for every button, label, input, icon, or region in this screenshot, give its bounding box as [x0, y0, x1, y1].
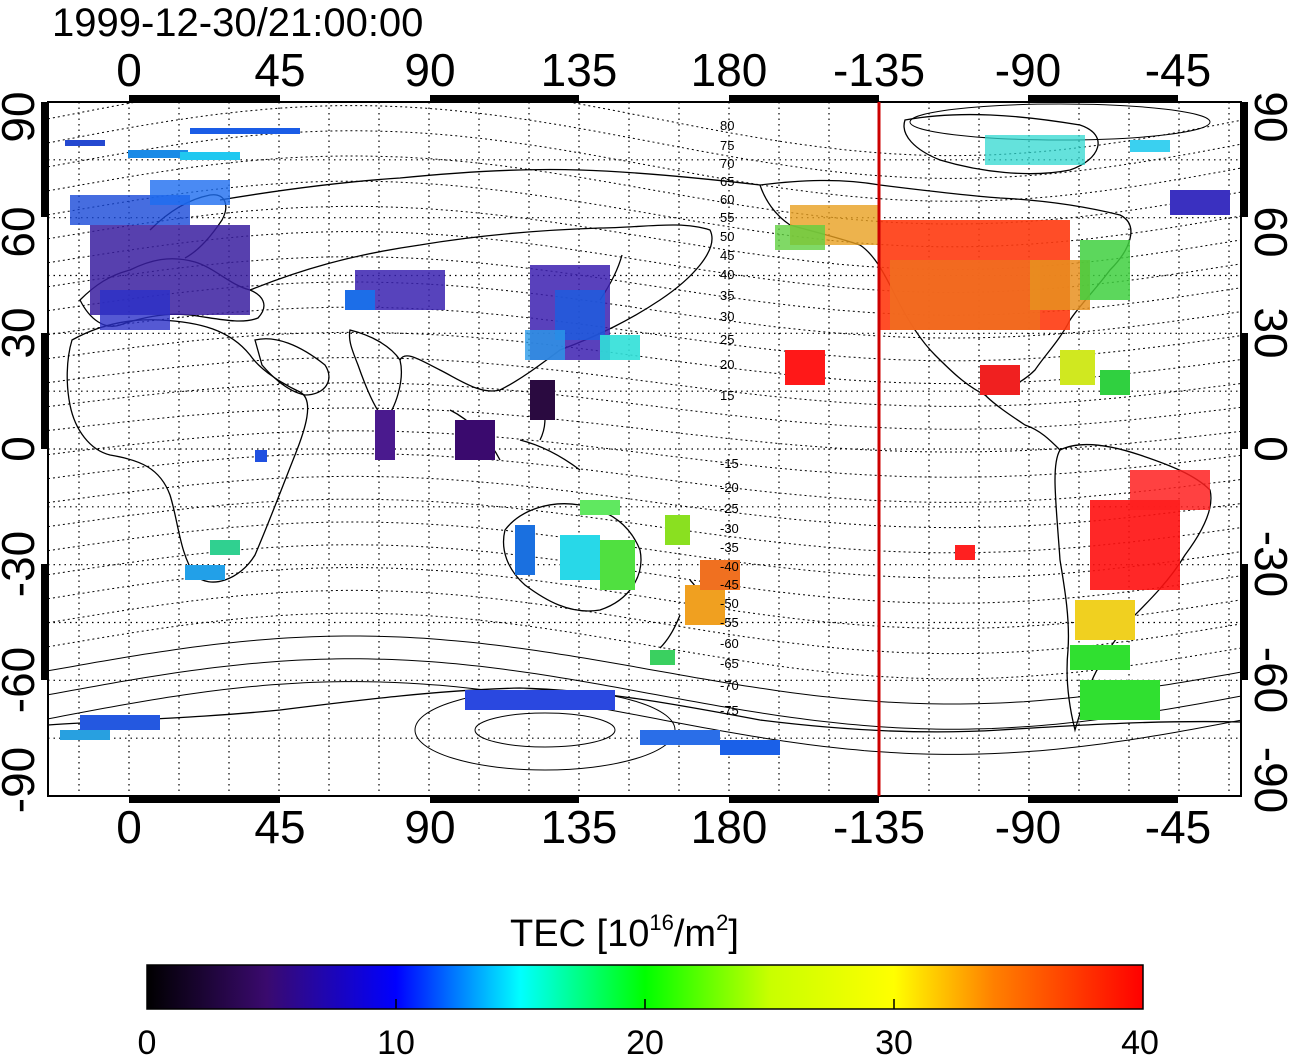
magnetic-contour: [48, 658, 1241, 730]
magnetic-contour: [48, 681, 1241, 755]
mlat-label: -65: [720, 656, 739, 671]
magnetic-contour: [48, 102, 1241, 157]
bottom-lon-tick: 90: [404, 801, 455, 853]
mlat-label: 80: [720, 118, 734, 133]
bottom-lon-tick: -90: [995, 801, 1061, 853]
bottom-lon-tick: 135: [541, 801, 618, 853]
magnetic-contour: [48, 498, 1241, 554]
magnetic-contour: [48, 382, 1241, 430]
colorbar-tick: 10: [377, 1024, 415, 1057]
mlat-label: 50: [720, 229, 734, 244]
magnetic-contour: [48, 430, 1241, 478]
bottom-lon-tick: 0: [116, 801, 142, 853]
mlat-label: -70: [720, 678, 739, 693]
mlat-label: 30: [720, 309, 734, 324]
mlat-label: -60: [720, 636, 739, 651]
right-lat-tick: 60: [1245, 206, 1292, 257]
right-latitude-axis: 90 60 30 0 -30 -60 -90: [1245, 91, 1292, 813]
bottom-longitude-axis: 0 45 90 135 180 -135 -90 -45: [116, 801, 1211, 853]
colorbar: TEC [1016/m2] 0 10 20 30 40: [138, 910, 1159, 1057]
left-latitude-axis: 90 60 30 0 -30 -60 -90: [0, 91, 44, 813]
right-lat-tick: 90: [1245, 91, 1292, 142]
mlat-label: 45: [720, 248, 734, 263]
magnetic-contour: [48, 130, 1241, 202]
magnetic-contour: [48, 589, 1241, 655]
mlat-label: -55: [720, 615, 739, 630]
magnetic-contour: [48, 567, 1241, 629]
mlat-label: 35: [720, 288, 734, 303]
top-lon-tick: 45: [254, 44, 305, 96]
magnetic-contour: [48, 635, 1241, 705]
magnetic-contour: [48, 205, 1241, 271]
left-lat-tick: -60: [0, 647, 44, 713]
polar-contour: [474, 712, 616, 748]
right-lat-tick: -60: [1245, 647, 1292, 713]
right-lat-tick: -90: [1245, 747, 1292, 813]
mlat-label: -30: [720, 521, 739, 536]
left-lat-tick: 0: [0, 436, 44, 462]
magnetic-contour: [48, 612, 1241, 680]
mlat-label: 60: [720, 192, 734, 207]
right-lat-tick: 30: [1245, 307, 1292, 358]
mlat-label: -45: [720, 577, 739, 592]
colorbar-title: TEC [1016/m2]: [510, 910, 739, 955]
tec-observations: [60, 128, 1230, 755]
colorbar-tick: 20: [626, 1024, 664, 1057]
top-longitude-axis: 0 45 90 135 180 -135 -90 -45: [116, 44, 1211, 96]
mlat-label: 15: [720, 388, 734, 403]
top-lon-tick: 0: [116, 44, 142, 96]
top-lon-tick: 180: [691, 44, 768, 96]
magnetic-latitude-labels: 80 75 70 65 60 55 50 45 40 35 30 25 20 1…: [720, 118, 739, 718]
right-lat-tick: 0: [1245, 436, 1292, 462]
colorbar-tick: 40: [1121, 1024, 1159, 1057]
bottom-lon-tick: -45: [1145, 801, 1211, 853]
mlat-label: 70: [720, 156, 734, 171]
mlat-label: -50: [720, 596, 739, 611]
mlat-label: 20: [720, 357, 734, 372]
mlat-label: -20: [720, 480, 739, 495]
top-lon-tick: -135: [833, 44, 925, 96]
map-title: 1999-12-30/21:00:00: [52, 1, 423, 45]
mlat-label: 40: [720, 267, 734, 282]
left-lat-tick: -90: [0, 747, 44, 813]
bottom-lon-tick: 180: [691, 801, 768, 853]
right-lat-tick: -30: [1245, 531, 1292, 597]
magnetic-contour: [48, 544, 1241, 604]
mlat-label: 25: [720, 332, 734, 347]
left-lat-tick: 60: [0, 206, 44, 257]
magnetic-contour: [48, 407, 1241, 453]
top-lon-tick: 135: [541, 44, 618, 96]
top-lon-tick: 90: [404, 44, 455, 96]
colorbar-tick: 0: [138, 1024, 157, 1057]
colorbar-tick: 30: [875, 1024, 913, 1057]
bottom-lon-tick: 45: [254, 801, 305, 853]
left-lat-tick: 90: [0, 91, 44, 142]
mlat-label: 65: [720, 174, 734, 189]
magnetic-contour: [48, 521, 1241, 579]
mlat-label: -15: [720, 456, 739, 471]
mlat-label: -25: [720, 501, 739, 516]
left-lat-tick: 30: [0, 307, 44, 358]
mlat-label: -75: [720, 703, 739, 718]
magnetic-contour: [48, 105, 1241, 179]
top-lon-tick: -45: [1145, 44, 1211, 96]
top-lon-tick: -90: [995, 44, 1061, 96]
mlat-label: -40: [720, 559, 739, 574]
left-lat-tick: -30: [0, 531, 44, 597]
mlat-label: -35: [720, 540, 739, 555]
mlat-label: 55: [720, 210, 734, 225]
mlat-label: 75: [720, 138, 734, 153]
bottom-lon-tick: -135: [833, 801, 925, 853]
